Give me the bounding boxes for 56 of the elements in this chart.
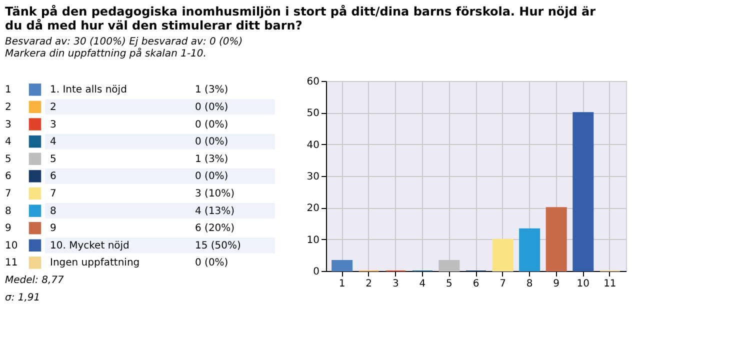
legend-label: 5 — [50, 154, 56, 165]
text: 6 (20%) — [195, 223, 235, 234]
legend-label: 4 — [50, 136, 56, 148]
legend-label: Ingen uppfattning — [50, 258, 140, 269]
x-tick-label: 2 — [366, 278, 372, 290]
legend-label: 1. Inte alls nöjd — [50, 84, 127, 96]
legend-label: 8 — [50, 206, 56, 217]
legend-label: 9 — [50, 223, 56, 234]
x-tick-label: 11 — [604, 278, 616, 290]
y-tick-label: 0 — [313, 266, 320, 278]
text: 3 (10%) — [195, 188, 235, 200]
category-label: 7 — [5, 188, 12, 200]
y-tick-label: 40 — [306, 140, 320, 151]
category-label: 3 — [5, 119, 12, 130]
y-tick-label: 60 — [306, 76, 320, 88]
y-tick-label: 20 — [306, 203, 320, 214]
legend-label: 3 — [50, 119, 56, 130]
category-label: 5 — [5, 154, 12, 165]
legend-label: 7 — [50, 188, 56, 200]
text: 1 (3%) — [195, 154, 228, 165]
text: Medel: 8,77 — [5, 275, 65, 286]
text: 0 (0%) — [195, 171, 228, 182]
category-label: 11 — [5, 258, 18, 269]
category-label: 8 — [5, 206, 12, 217]
x-tick-label: 5 — [446, 278, 452, 290]
y-tick-label: 50 — [306, 108, 320, 120]
legend-label: 2 — [50, 102, 56, 113]
legend-label: 10. Mycket nöjd — [50, 240, 130, 252]
x-tick-label: 7 — [500, 278, 506, 290]
x-tick-label: 9 — [553, 278, 560, 290]
category-label: 6 — [5, 171, 12, 182]
text: σ: 1,91 — [5, 292, 40, 304]
y-tick-label: 30 — [306, 172, 320, 182]
x-tick-label: 3 — [392, 278, 399, 290]
text: 0 (0%) — [195, 136, 228, 148]
y-tick-label: 10 — [306, 234, 320, 246]
legend-label: 6 — [50, 171, 56, 182]
category-label: 10 — [5, 240, 18, 252]
category-label: 1 — [5, 84, 12, 96]
x-tick-label: 4 — [419, 278, 426, 290]
text: 4 (13%) — [195, 206, 235, 217]
text: 1 (3%) — [195, 84, 228, 96]
text: 0 (0%) — [195, 119, 228, 130]
text: Markera din uppfattning på skalan 1-10. — [5, 48, 206, 60]
x-tick-label: 8 — [526, 278, 533, 290]
category-label: 2 — [5, 102, 12, 113]
x-tick-label: 6 — [472, 278, 480, 290]
chart-title: Tänk på den pedagogiska inomhusmiljön i stort på ditt/dina barns förskola. Hur nöjd är du då med hur väl den stimulerar ditt barn? — [5, 4, 596, 32]
x-tick-label: 1 — [338, 278, 346, 290]
category-label: 4 — [5, 136, 12, 148]
text: 15 (50%) — [195, 240, 242, 252]
category-label: 9 — [5, 223, 12, 234]
x-tick-label: 10 — [576, 278, 590, 290]
text: Besvarad av: 30 (100%) Ej besvarad av: 0 (0%) — [5, 36, 243, 48]
text: 0 (0%) — [195, 258, 228, 269]
text: 0 (0%) — [195, 102, 228, 113]
